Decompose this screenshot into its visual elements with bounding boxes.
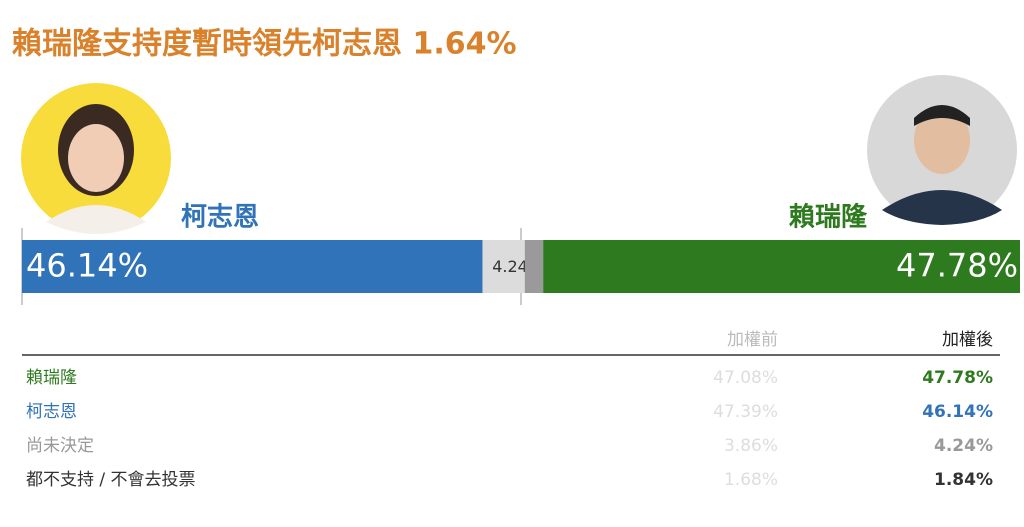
candidate-name: 柯志恩 xyxy=(181,203,259,233)
cell-after: 4.24% xyxy=(934,436,993,456)
cell-before: 47.39% xyxy=(713,402,778,422)
portrait-left xyxy=(21,83,171,234)
row-label: 柯志恩 xyxy=(26,402,77,422)
bar-segment xyxy=(482,240,525,293)
chart-title: 賴瑞隆支持度暫時領先柯志恩 1.64% xyxy=(12,27,517,62)
row-label: 都不支持 / 不會去投票 xyxy=(26,470,196,490)
bar-segment xyxy=(524,240,544,293)
value-label: 46.14% xyxy=(26,247,148,285)
portrait-right xyxy=(867,75,1017,225)
column-header: 加權後 xyxy=(942,330,993,350)
candidate-name: 賴瑞隆 xyxy=(789,203,868,233)
cell-before: 1.68% xyxy=(724,470,778,490)
row-label: 賴瑞隆 xyxy=(26,368,77,388)
cell-before: 3.86% xyxy=(724,436,778,456)
bar-segment xyxy=(543,240,1020,293)
row-label: 尚未決定 xyxy=(26,436,94,456)
value-label: 47.78% xyxy=(896,247,1018,285)
column-header: 加權前 xyxy=(727,330,778,350)
cell-after: 1.84% xyxy=(934,470,993,490)
bar-segment xyxy=(22,240,483,293)
cell-before: 47.08% xyxy=(713,368,778,388)
cell-after: 46.14% xyxy=(922,402,993,422)
cell-after: 47.78% xyxy=(922,368,993,388)
